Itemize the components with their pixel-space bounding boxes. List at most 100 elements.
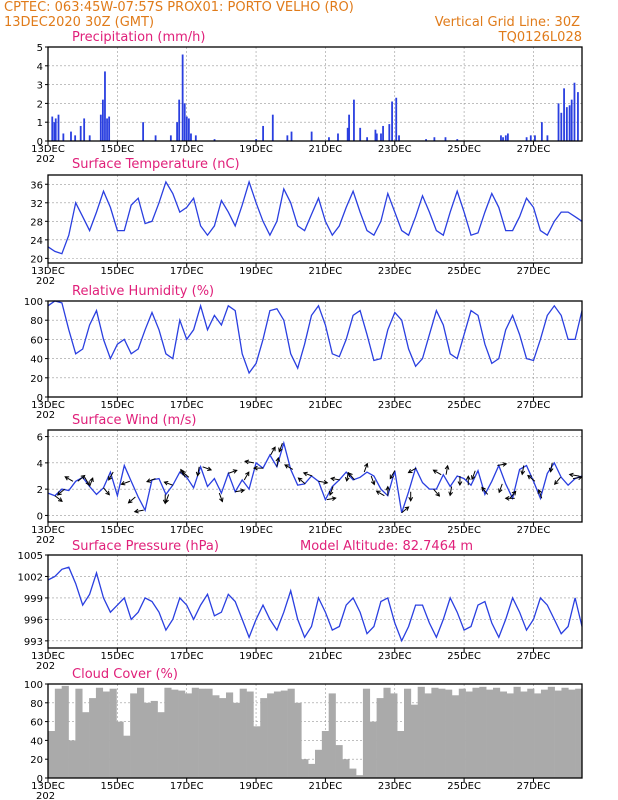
model-altitude-label: Model Altitude: 82.7464 m [300,539,473,554]
cloud-bar [308,763,316,778]
wind-arrow [498,483,503,493]
y-tick-label: 5 [37,43,43,54]
precip-bar [570,99,573,141]
header-station: CPTEC: 063:45W-07:57S PROX01: PORTO VELH… [4,0,354,15]
cloud-bar [328,693,336,778]
precip-bar [106,118,108,141]
wind-arrow-head [471,475,476,481]
precip-bar [398,135,400,141]
y-tick-label: 80 [30,316,43,327]
y-tick-label: 6 [37,433,43,444]
wind-arrow [134,509,144,513]
wind-arrow-head [108,475,113,481]
cloud-bar [301,759,309,778]
x-tick-label: 17DEC [170,400,204,411]
cloud-bar [438,688,446,778]
precip-bar [388,124,391,141]
header-gridline-note: Vertical Grid Line: 30Z [435,15,580,30]
x-tick-label: 21DEC [309,266,343,277]
wind-arrow [245,460,255,464]
precip-bar [271,114,274,141]
y-tick-label: 28 [30,217,43,228]
x-tick-label: 23DEC [378,651,412,662]
wind-arrow-head [435,491,441,497]
year-label: 202 [36,154,55,165]
precip-bar [57,114,60,141]
cloud-bar [404,688,412,778]
year-label: 202 [36,535,55,546]
cloud-bar [493,687,501,778]
x-tick-label: 23DEC [378,781,412,792]
wind-arrow [165,494,170,504]
cloud-bar [356,775,364,778]
cloud-bar [280,690,288,778]
precip-bar [506,133,509,141]
precip-bar [286,135,289,141]
wind-arrow-head [502,462,508,467]
panel-frame-pres [47,554,583,649]
cloud-bar [540,689,549,778]
wind-arrow-head [568,472,574,478]
precip-bar [213,139,216,141]
precip-bar [540,122,543,141]
series-line-rh [47,300,583,375]
precip-bar [187,118,190,141]
precip-bar [337,133,339,141]
precip-bar [534,135,536,141]
cloud-bar [68,740,76,778]
y-tick-label: 993 [24,637,43,648]
precip-bar [577,92,579,141]
wind-arrow [77,475,86,482]
wind-arrow [389,470,396,479]
wind-arrow-head [146,478,152,483]
wind-arrow-head [457,481,463,487]
y-tick-label: 100 [24,680,43,691]
x-tick-label: 17DEC [170,525,204,536]
x-tick-label: 15DEC [100,144,134,155]
cloud-bar [178,690,186,778]
cloud-bar [315,749,323,778]
cloud-bar [568,689,576,778]
precip-bar [154,135,157,141]
wind-arrow [348,472,355,481]
y-tick-label: 60 [30,335,43,346]
wind-arrow [326,497,336,501]
wind-arrow [318,480,328,484]
cloud-bar [232,702,240,778]
cloud-bar [246,691,254,778]
wind-arrow [108,471,114,481]
x-tick-label: 27DEC [517,400,551,411]
wind-arrow-head [520,470,526,476]
x-tick-label: 21DEC [309,144,343,155]
wind-arrow-head [163,481,169,486]
y-tick-label: 0 [37,393,43,404]
wind-arrow-head [85,481,90,486]
wind-arrow-head [181,470,186,476]
wind-arrow [376,490,385,497]
cloud-bar [116,721,124,778]
wind-arrow [433,488,440,497]
cloud-bar [143,702,151,778]
wind-arrow [303,472,313,477]
wind-arrow [276,457,279,467]
x-tick-label: 21DEC [309,781,343,792]
wind-arrow-head [330,476,336,482]
wind-arrow [228,469,237,474]
cloud-bar [226,692,234,778]
y-tick-label: 999 [24,594,43,605]
x-tick-label: 13DEC [31,266,65,277]
year-label: 202 [36,410,55,421]
wind-arrow-head [527,474,532,480]
y-tick-label: 4 [37,62,43,73]
cloud-bar [48,731,56,778]
precip-bar [502,137,504,141]
cloud-bar [486,689,494,778]
wind-arrow [284,464,294,470]
panel-title-pres: Surface Pressure (hPa) [72,539,219,554]
cloud-bar [376,698,384,778]
wind-arrow-head [133,508,139,514]
wind-arrow [497,463,507,466]
wind-arrow [57,488,65,496]
wind-arrow-head [240,488,246,494]
wind-arrow-head [331,496,337,501]
